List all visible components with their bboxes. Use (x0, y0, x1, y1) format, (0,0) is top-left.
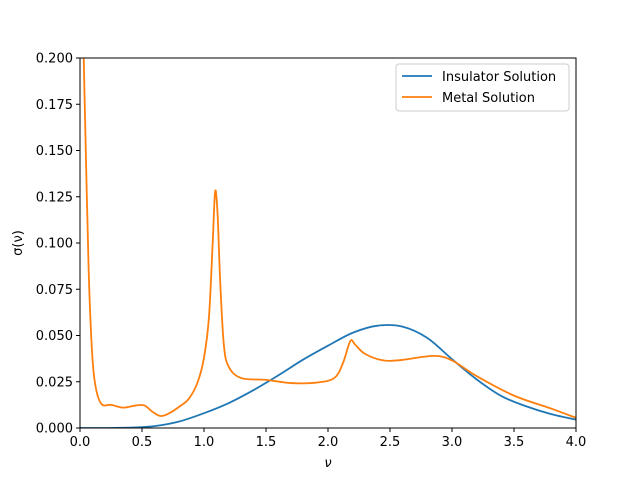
x-tick-label: 3.5 (504, 435, 525, 450)
y-tick-label: 0.125 (36, 190, 73, 205)
x-tick-label: 1.0 (194, 435, 215, 450)
x-tick-label: 4.0 (566, 435, 587, 450)
x-tick-label: 2.5 (380, 435, 401, 450)
y-tick-label: 0.000 (36, 422, 73, 437)
x-tick-label: 1.5 (256, 435, 277, 450)
y-tick-label: 0.025 (36, 375, 73, 390)
series-line-insulator (80, 324, 576, 428)
legend: Insulator Solution Metal Solution (395, 63, 570, 112)
x-axis-label: ν (324, 456, 331, 471)
x-tick-label: 0.5 (132, 435, 153, 450)
y-tick-label: 0.050 (36, 329, 73, 344)
y-tick-label: 0.175 (36, 98, 73, 113)
y-axis: 0.000 0.025 0.050 0.075 0.100 0.125 0.150 0.175… (36, 52, 80, 437)
series-layer (80, 58, 576, 428)
y-tick-label: 0.150 (36, 144, 73, 159)
x-tick-label: 0.0 (70, 435, 91, 450)
legend-box (395, 63, 570, 112)
plot-area (80, 58, 576, 428)
x-axis: 0.0 0.5 1.0 1.5 2.0 2.5 3.0 3.5 4.0 (70, 428, 587, 450)
y-axis-label: σ(ν) (11, 230, 26, 256)
legend-label-metal: Metal Solution (442, 91, 535, 106)
y-tick-label: 0.100 (36, 237, 73, 252)
x-tick-label: 2.0 (318, 435, 339, 450)
y-tick-label: 0.075 (36, 283, 73, 298)
x-tick-label: 3.0 (442, 435, 463, 450)
y-tick-label: 0.200 (36, 52, 73, 67)
series-line-metal (82, 58, 576, 419)
legend-label-insulator: Insulator Solution (442, 70, 556, 85)
